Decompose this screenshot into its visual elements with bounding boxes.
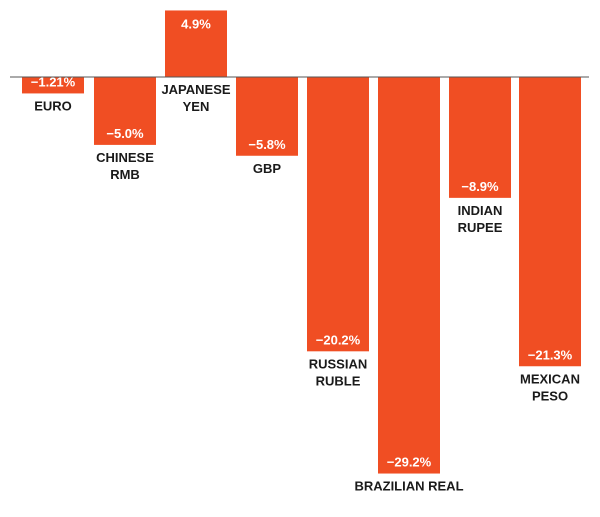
value-label-4: −20.2% bbox=[316, 332, 361, 347]
category-label-4-line-0: RUSSIAN bbox=[309, 356, 368, 371]
value-label-6: −8.9% bbox=[461, 179, 499, 194]
category-label-2-line-0: JAPANESE bbox=[161, 82, 230, 97]
bar-1 bbox=[94, 77, 156, 145]
category-label-1-line-0: CHINESE bbox=[96, 150, 154, 165]
value-label-7: −21.3% bbox=[528, 347, 573, 362]
labels-group: −1.21% EURO −5.0% CHINESE RMB 4.9% JAPANESE YEN… bbox=[31, 16, 580, 493]
bar-7 bbox=[519, 77, 581, 367]
value-label-1: −5.0% bbox=[106, 126, 144, 141]
category-label-2-line-1: YEN bbox=[183, 99, 210, 114]
bar-2 bbox=[165, 10, 227, 77]
value-label-5: −29.2% bbox=[387, 455, 432, 470]
bar-6 bbox=[449, 77, 511, 198]
category-label-0-line-0: EURO bbox=[34, 98, 72, 113]
value-label-3: −5.8% bbox=[248, 137, 286, 152]
value-label-0: −1.21% bbox=[31, 74, 76, 89]
value-label-2: 4.9% bbox=[181, 16, 211, 31]
category-label-6-line-0: INDIAN bbox=[458, 203, 503, 218]
category-label-1-line-1: RMB bbox=[110, 167, 140, 182]
category-label-3-line-0: GBP bbox=[253, 161, 282, 176]
bar-3 bbox=[236, 77, 298, 156]
category-label-4-line-1: RUBLE bbox=[316, 373, 361, 388]
category-label-6-line-1: RUPEE bbox=[458, 220, 503, 235]
category-label-7-line-1: PESO bbox=[532, 388, 568, 403]
bar-4 bbox=[307, 77, 369, 352]
category-label-7-line-0: MEXICAN bbox=[520, 371, 580, 386]
category-label-5-line-0: BRAZILIAN REAL bbox=[354, 479, 463, 494]
bars-group bbox=[22, 10, 581, 474]
bar-5 bbox=[378, 77, 440, 474]
bar-0 bbox=[22, 77, 84, 94]
